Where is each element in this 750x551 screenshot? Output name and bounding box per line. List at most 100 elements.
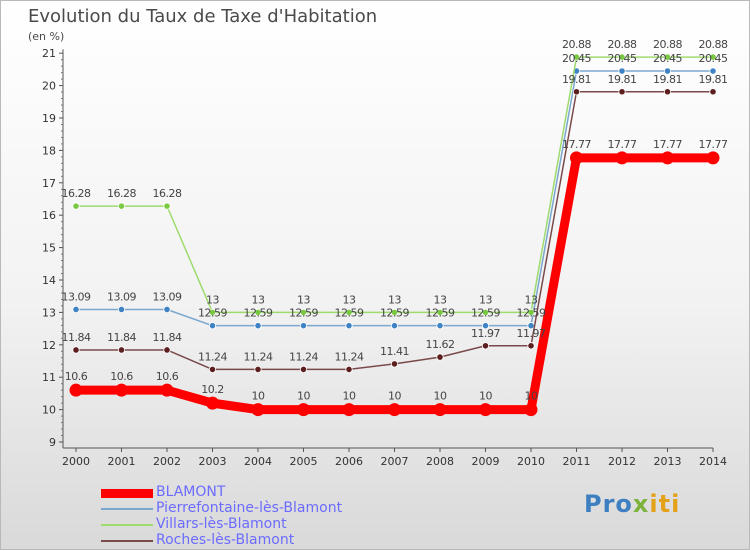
data-label: 10 (297, 390, 310, 403)
y-tick-label: 14 (42, 274, 56, 287)
logo-part-2: x (632, 490, 650, 518)
data-point (117, 346, 126, 354)
data-label: 12.59 (198, 307, 227, 320)
chart-subtitle: (en %) (28, 30, 65, 43)
chart-title: Evolution du Taux de Taxe d'Habitation (28, 6, 378, 27)
y-tick-label: 20 (42, 80, 56, 93)
data-point (72, 202, 80, 210)
data-point (433, 403, 447, 417)
data-point (390, 360, 399, 368)
data-label: 20.45 (562, 52, 591, 65)
y-tick-label: 19 (42, 112, 56, 125)
data-point (663, 67, 672, 75)
data-point (72, 305, 80, 314)
y-tick-label: 17 (42, 177, 56, 190)
data-label: 12.59 (289, 307, 318, 320)
x-tick-label: 2011 (563, 455, 591, 468)
data-label: 11.84 (153, 331, 182, 344)
data-point (663, 53, 672, 61)
data-point (481, 322, 490, 330)
data-point (663, 88, 672, 96)
y-tick-label: 12 (42, 339, 56, 352)
data-label: 12.59 (426, 307, 455, 320)
x-tick-label: 2009 (472, 455, 500, 468)
y-tick-label: 21 (42, 47, 56, 60)
data-point (345, 308, 353, 316)
data-point (527, 342, 535, 350)
data-label: 13 (297, 293, 310, 306)
data-point (254, 322, 262, 330)
data-label: 17.77 (608, 138, 637, 151)
data-point (345, 322, 353, 330)
data-label: 13 (479, 293, 492, 306)
data-label: 13.09 (107, 290, 136, 303)
data-point (709, 88, 717, 96)
data-label: 10 (388, 390, 401, 403)
data-point (163, 202, 171, 210)
data-label: 12.59 (471, 307, 500, 320)
x-tick-label: 2003 (199, 455, 227, 468)
data-label: 13 (206, 293, 219, 306)
data-label: 10 (525, 390, 538, 403)
data-point (618, 67, 626, 75)
data-point (117, 202, 126, 210)
data-label: 13.09 (153, 290, 182, 303)
y-tick-label: 16 (42, 209, 56, 222)
legend-swatch-blamont (101, 489, 153, 498)
data-point (661, 151, 674, 165)
data-label: 20.88 (699, 38, 728, 51)
data-label: 10 (479, 390, 492, 403)
x-tick-label: 2014 (699, 455, 727, 468)
x-tick-label: 2006 (335, 455, 363, 468)
legend-swatch-villars (101, 524, 153, 526)
data-label: 16.28 (153, 187, 182, 200)
data-point (572, 88, 581, 96)
data-label: 12.59 (380, 307, 409, 320)
data-label: 13 (343, 293, 356, 306)
data-point (390, 322, 399, 330)
data-point (342, 403, 356, 417)
data-point (572, 53, 581, 61)
x-tick-label: 2004 (244, 455, 272, 468)
data-point (345, 365, 353, 374)
data-label: 10.6 (65, 370, 88, 383)
x-tick-label: 2008 (426, 455, 454, 468)
data-point (115, 383, 128, 397)
data-label: 20.88 (653, 38, 682, 51)
data-label: 13 (525, 293, 538, 306)
data-label: 20.45 (699, 52, 728, 65)
data-point (72, 346, 80, 354)
data-point (254, 308, 262, 316)
legend-label-pierrefontaine: Pierrefontaine-lès-Blamont (156, 500, 343, 516)
data-label: 12.59 (335, 307, 364, 320)
data-point (299, 308, 308, 316)
data-point (117, 305, 126, 314)
data-label: 19.81 (653, 73, 682, 86)
data-label: 13 (252, 293, 265, 306)
x-tick-label: 2012 (608, 455, 636, 468)
data-point (297, 403, 310, 417)
x-tick-label: 2007 (381, 455, 409, 468)
data-point (709, 53, 717, 61)
data-point (163, 305, 171, 314)
data-label: 11.24 (198, 350, 227, 363)
data-label: 17.77 (562, 138, 591, 151)
y-tick-label: 18 (42, 144, 56, 157)
proxiti-logo: Proxiti (584, 490, 680, 518)
data-point (299, 365, 308, 374)
x-tick-label: 2005 (290, 455, 318, 468)
logo-part-1: Pro (584, 490, 633, 518)
data-label: 20.88 (562, 38, 591, 51)
data-label: 10.2 (201, 383, 224, 396)
data-label: 13 (434, 293, 447, 306)
x-tick-label: 2010 (517, 455, 545, 468)
data-point (481, 342, 490, 350)
data-point (709, 67, 717, 75)
data-label: 11.24 (244, 350, 273, 363)
data-label: 16.28 (107, 187, 136, 200)
data-label: 12.59 (244, 307, 273, 320)
data-point (251, 403, 265, 417)
data-label: 10 (252, 390, 265, 403)
data-point (206, 396, 219, 410)
data-point (527, 308, 535, 316)
